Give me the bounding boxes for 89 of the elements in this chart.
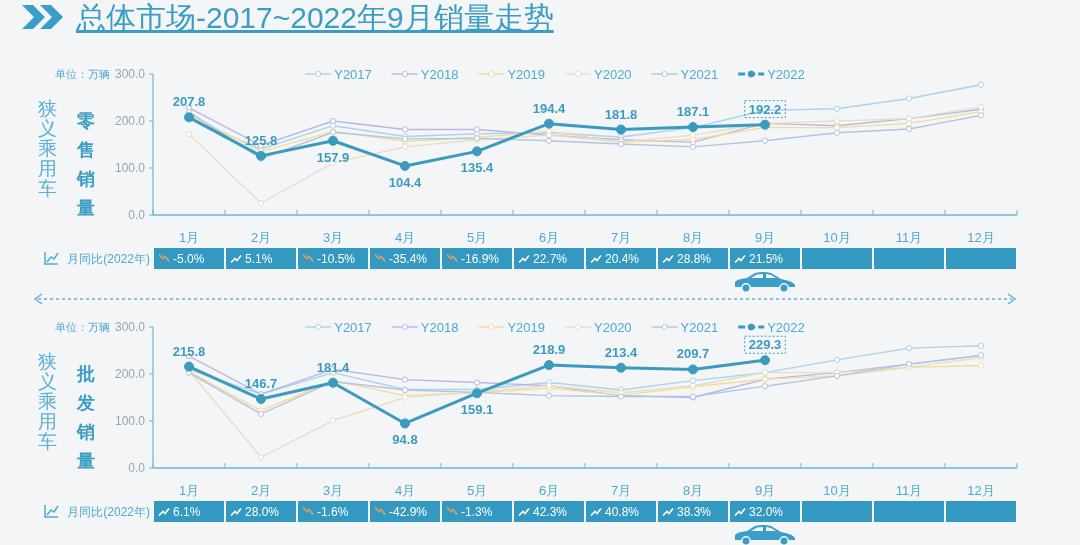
x-tick-label: 12月 — [967, 230, 995, 245]
x-tick-label: 7月 — [610, 230, 632, 245]
text: 20.4% — [605, 252, 640, 266]
x-tick-label: 8月 — [682, 230, 704, 245]
y-tick-label: 0.0 — [128, 208, 146, 222]
x-tick-label: 6月 — [538, 483, 560, 498]
x-tick-label: 4月 — [394, 230, 416, 245]
x-tick-label: 1月 — [178, 230, 200, 245]
x-tick-label: 10月 — [823, 230, 851, 245]
x-tick-label: 3月 — [322, 230, 344, 245]
y-tick-label: 200.0 — [114, 367, 146, 381]
text: -10.5% — [317, 252, 356, 266]
text: -35.4% — [389, 252, 428, 266]
legend-label: Y2017 — [334, 320, 372, 335]
legend-label: Y2021 — [680, 320, 719, 335]
y-tick-label: 0.0 — [128, 461, 146, 475]
x-tick-label: 11月 — [895, 483, 923, 498]
data-label: 218.9 — [532, 342, 566, 358]
text: 38.3% — [677, 505, 712, 519]
text: 月同比(2022年) — [67, 505, 150, 519]
x-tick-label: 1月 — [178, 483, 200, 498]
text: 28.0% — [245, 505, 280, 519]
legend-label: Y2022 — [767, 320, 805, 335]
text: 单位：万辆 — [55, 68, 110, 80]
text: -1.3% — [461, 505, 493, 519]
text: 零售销量 — [76, 111, 95, 219]
legend-label: Y2021 — [680, 67, 719, 82]
y-tick-label: 200.0 — [114, 114, 146, 128]
y-tick-label: 300.0 — [114, 320, 146, 334]
data-label: 192.2 — [748, 101, 782, 117]
legend-label: Y2019 — [507, 67, 545, 82]
text: -42.9% — [389, 505, 428, 519]
text: 月同比(2022年) — [67, 252, 150, 266]
data-label: 104.4 — [388, 174, 423, 190]
text: 21.5% — [749, 252, 784, 266]
data-label: 181.8 — [604, 106, 638, 122]
data-label: 157.9 — [316, 149, 350, 165]
data-label: 94.8 — [392, 432, 418, 448]
y-axis-title: 狭义乘用车 — [37, 98, 57, 200]
data-label: 125.8 — [244, 132, 278, 148]
text: 22.7% — [533, 252, 568, 266]
x-tick-label: 9月 — [754, 230, 776, 245]
data-label: 194.4 — [532, 100, 567, 116]
chart-title: 总体市场-2017~2022年9月销量走势 — [75, 1, 554, 34]
legend-label: Y2020 — [594, 320, 632, 335]
data-label: 159.1 — [460, 402, 494, 418]
text: 32.0% — [749, 505, 784, 519]
y-tick-label: 100.0 — [114, 161, 146, 175]
text: -5.0% — [173, 252, 205, 266]
data-label: 181.4 — [316, 359, 351, 375]
data-label: 146.7 — [244, 376, 278, 392]
x-tick-label: 8月 — [682, 483, 704, 498]
data-label: 135.4 — [460, 160, 495, 176]
legend-label: Y2019 — [507, 320, 545, 335]
data-label: 215.8 — [172, 343, 206, 359]
text: 42.3% — [533, 505, 568, 519]
x-tick-label: 10月 — [823, 483, 851, 498]
x-tick-label: 9月 — [754, 483, 776, 498]
x-tick-label: 2月 — [250, 230, 272, 245]
data-label: 209.7 — [676, 346, 710, 362]
data-label: 213.4 — [604, 344, 639, 360]
text: 单位：万辆 — [55, 321, 110, 333]
x-tick-label: 11月 — [895, 230, 923, 245]
data-label: 187.1 — [676, 104, 710, 120]
text: -16.9% — [461, 252, 500, 266]
legend-label: Y2017 — [334, 67, 372, 82]
text: 批发销量 — [76, 364, 95, 472]
text: 28.8% — [677, 252, 712, 266]
x-tick-label: 4月 — [394, 483, 416, 498]
y-tick-label: 300.0 — [114, 67, 146, 81]
legend-label: Y2020 — [594, 67, 632, 82]
x-tick-label: 6月 — [538, 230, 560, 245]
x-tick-label: 3月 — [322, 483, 344, 498]
data-label: 207.8 — [172, 94, 206, 110]
x-tick-label: 2月 — [250, 483, 272, 498]
text: 6.1% — [173, 505, 201, 519]
x-tick-label: 5月 — [466, 230, 488, 245]
data-label: 229.3 — [748, 337, 782, 353]
y-tick-label: 100.0 — [114, 414, 146, 428]
legend-label: Y2018 — [420, 67, 459, 82]
text: 40.8% — [605, 505, 640, 519]
legend-label: Y2022 — [767, 67, 805, 82]
text: 5.1% — [245, 252, 273, 266]
x-tick-label: 12月 — [967, 483, 995, 498]
legend-label: Y2018 — [420, 320, 459, 335]
text: -1.6% — [317, 505, 349, 519]
x-tick-label: 7月 — [610, 483, 632, 498]
y-axis-title: 狭义乘用车 — [37, 351, 57, 453]
x-tick-label: 5月 — [466, 483, 488, 498]
